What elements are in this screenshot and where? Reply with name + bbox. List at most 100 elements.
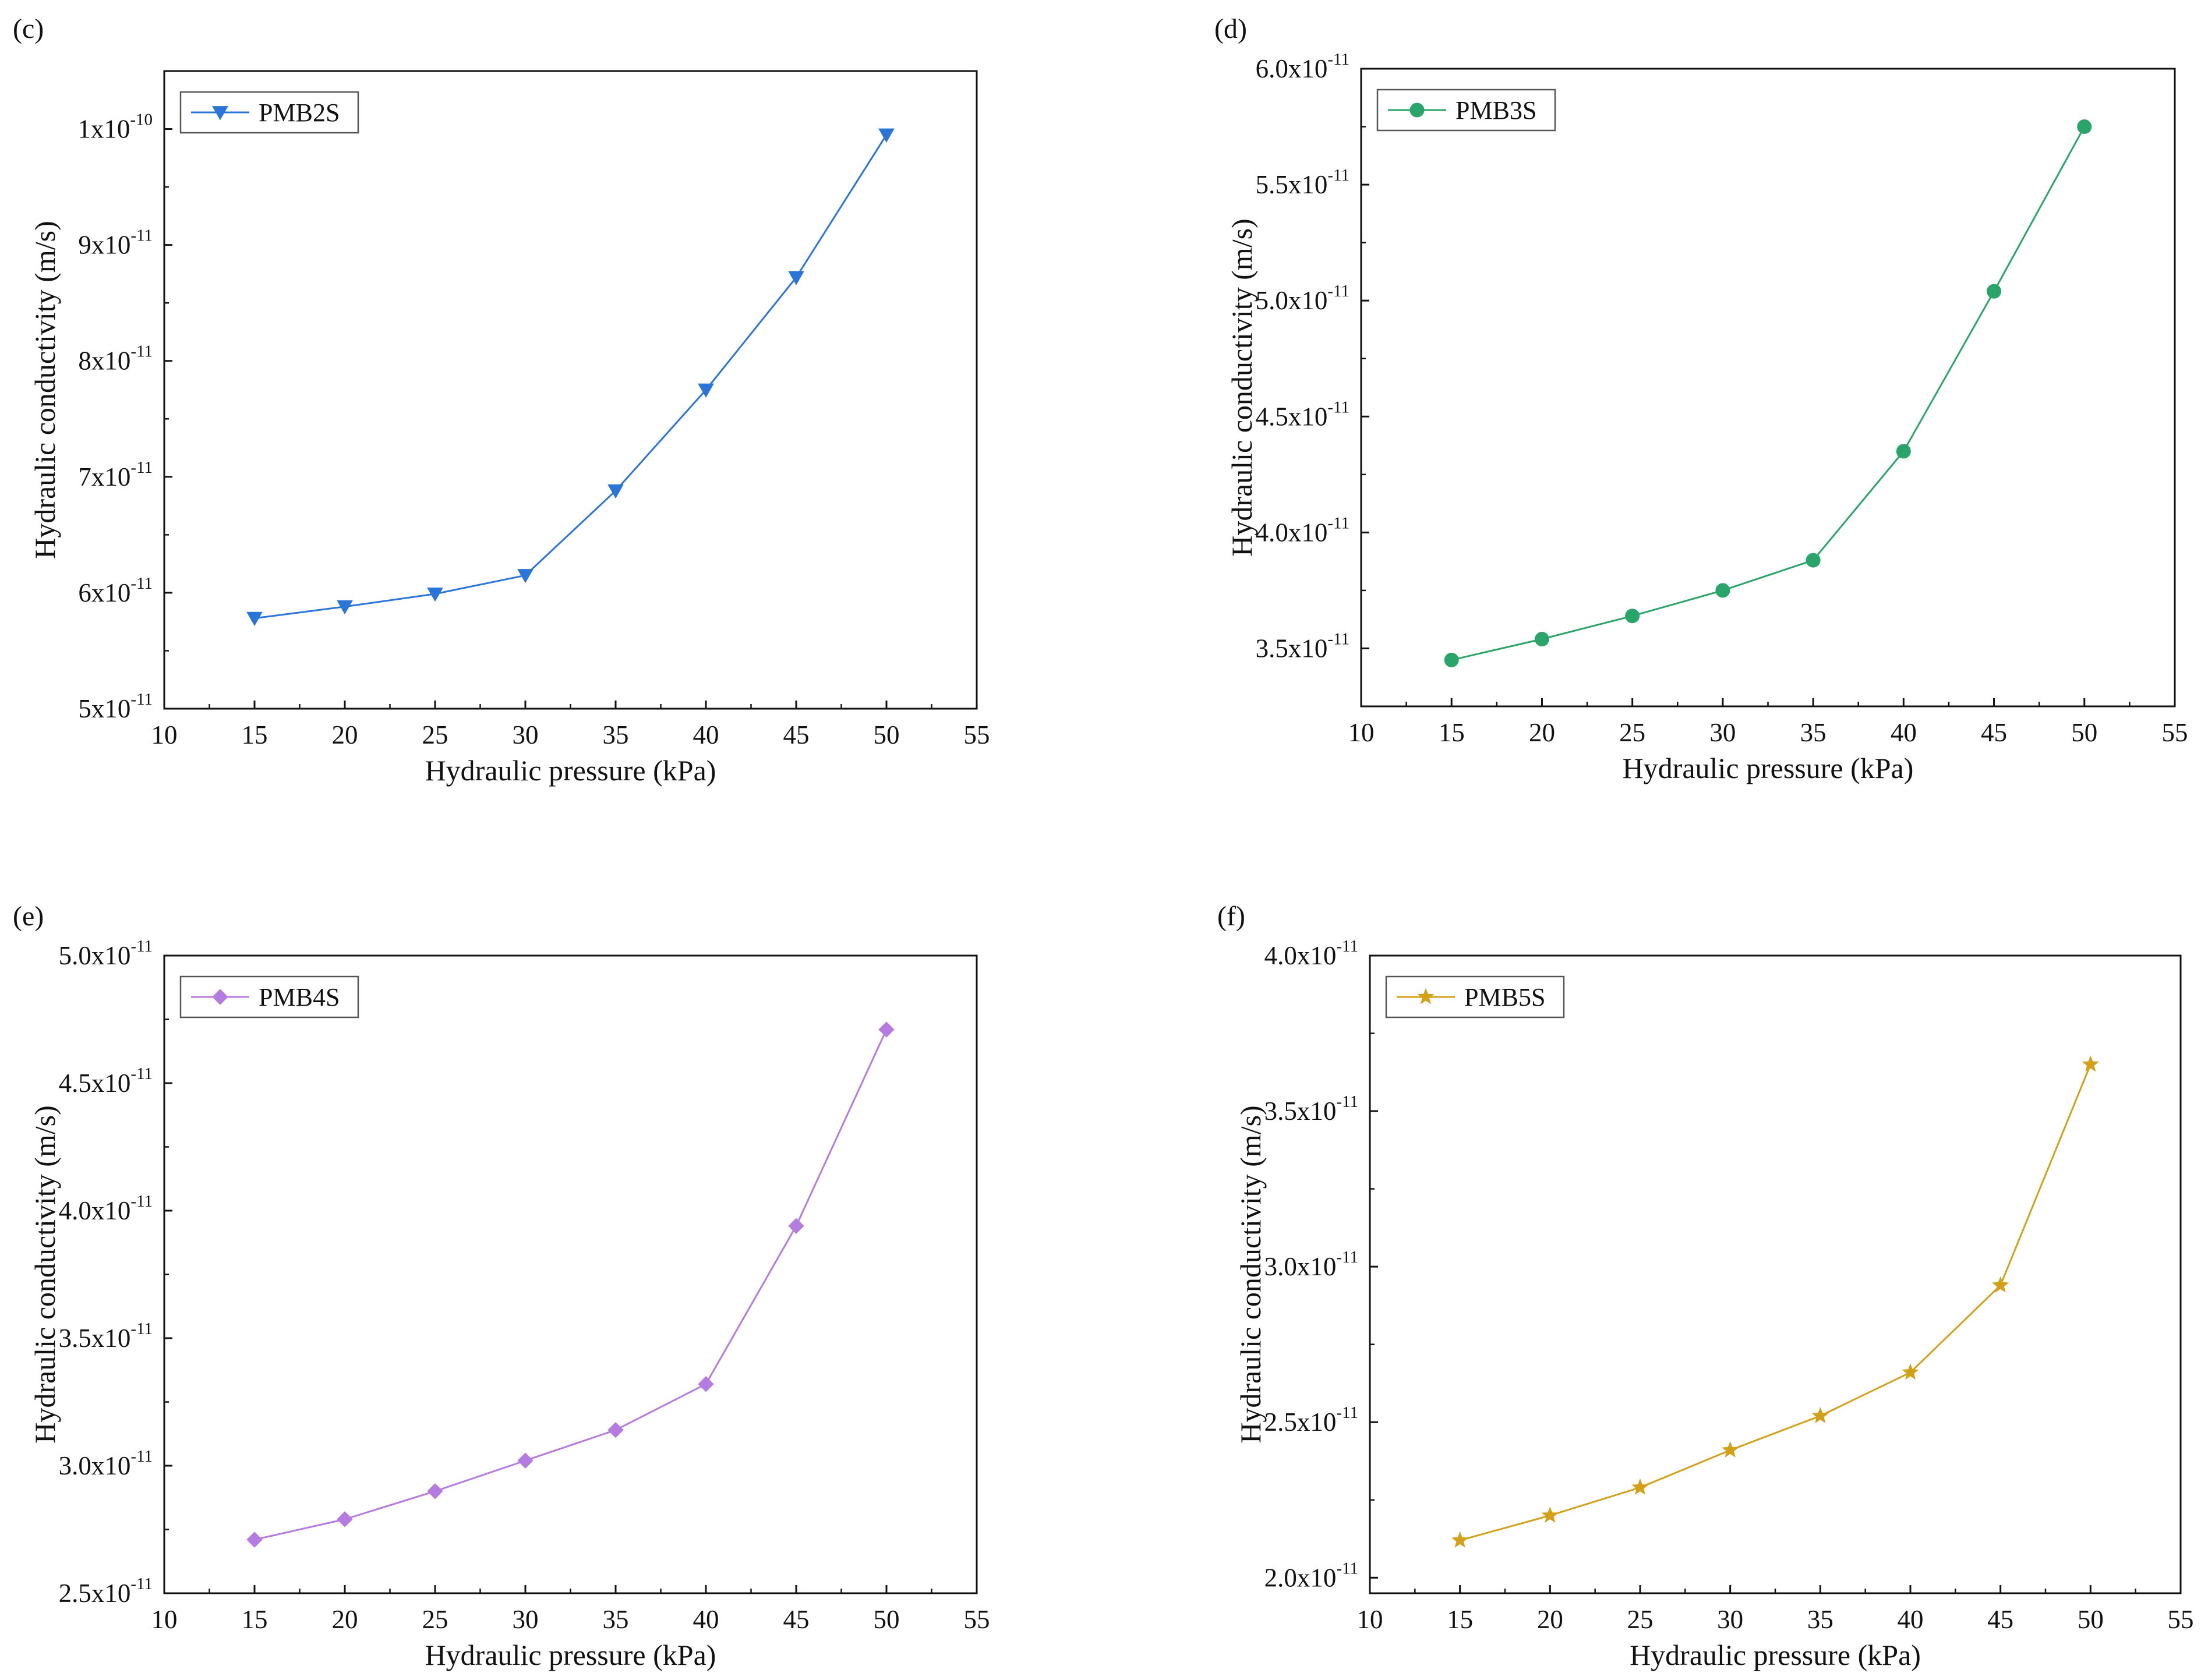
data-point — [1722, 1441, 1739, 1458]
y-tick-exponent: -11 — [1336, 1092, 1358, 1111]
legend: PMB3S — [1376, 89, 1556, 132]
x-tick-label: 25 — [422, 1605, 448, 1634]
legend-label: PMB5S — [1464, 983, 1545, 1011]
x-tick-label: 30 — [513, 720, 539, 749]
data-point — [517, 569, 534, 583]
x-axis-label: Hydraulic pressure (kPa) — [1630, 1639, 1921, 1671]
y-tick-label: 4.0x10-11 — [1264, 937, 1358, 970]
x-axis-label: Hydraulic pressure (kPa) — [425, 1639, 716, 1671]
y-tick-mantissa: 2.5x10 — [59, 1579, 131, 1608]
data-point — [698, 383, 714, 398]
panels: (c)10 15 20 25 30 35 40 45 50 555x10-116x10-117x1… — [13, 13, 2194, 1671]
panel-tag: (f) — [1217, 901, 1245, 932]
x-tick-label: 45 — [1987, 1605, 2013, 1634]
series-line — [1451, 126, 2086, 661]
x-tick-label: 35 — [603, 720, 629, 749]
x-tick-label: 25 — [422, 720, 448, 749]
legend-marker — [1417, 988, 1435, 1005]
data-point — [517, 1452, 534, 1469]
x-tick-label: 50 — [2071, 718, 2097, 747]
legend: PMB5S — [1385, 975, 1565, 1018]
y-tick-mantissa: 1x10 — [77, 115, 130, 144]
data-point — [698, 1376, 714, 1392]
y-axis-label: Hydraulic conductivity (m/s) — [29, 1105, 61, 1443]
y-tick-label: 2.5x10-11 — [1264, 1403, 1358, 1437]
x-tick-label: 15 — [1447, 1605, 1473, 1634]
data-point — [1451, 1531, 1469, 1548]
x-tick-label: 45 — [783, 720, 810, 749]
y-tick-label: 3.0x10-11 — [59, 1447, 153, 1480]
x-axis-label: Hydraulic pressure (kPa) — [425, 754, 716, 787]
y-tick-mantissa: 3.5x10 — [1264, 1097, 1337, 1126]
chart-panel-3: (e)10 15 20 25 30 35 40 45 50 552.5x10-113.0x10-1… — [13, 901, 990, 1671]
y-tick-mantissa: 3.5x10 — [1256, 634, 1328, 663]
chart-panel-4: (f)10 15 20 25 30 35 40 45 50 552.0x10-112.5x10-1… — [1217, 901, 2194, 1671]
y-tick-mantissa: 4.0x10 — [1264, 941, 1337, 970]
y-tick-exponent: -11 — [130, 458, 153, 477]
x-tick-label: 55 — [964, 720, 990, 749]
x-tick-label: 55 — [2168, 1605, 2194, 1634]
y-tick-label: 3.5x10-11 — [1264, 1092, 1358, 1126]
y-tick-exponent: -11 — [130, 1575, 153, 1593]
x-tick-label: 10 — [1348, 718, 1375, 747]
legend-label: PMB4S — [259, 983, 340, 1011]
x-tick-label: 30 — [1709, 718, 1736, 747]
legend-label: PMB2S — [259, 98, 340, 127]
panel-tag: (c) — [13, 13, 44, 44]
data-point — [878, 1021, 895, 1038]
legend-marker — [212, 106, 228, 121]
data-point — [337, 1511, 353, 1527]
x-tick-label: 20 — [332, 720, 358, 749]
data-point — [1806, 553, 1821, 568]
y-tick-exponent: -11 — [130, 227, 153, 245]
data-point — [246, 1532, 263, 1548]
y-tick-mantissa: 3.5x10 — [59, 1324, 131, 1353]
y-tick-mantissa: 6.0x10 — [1256, 54, 1328, 83]
y-tick-label: 9x10-11 — [78, 227, 153, 260]
y-tick-mantissa: 2.0x10 — [1264, 1563, 1337, 1592]
y-tick-mantissa: 3.0x10 — [1264, 1252, 1337, 1281]
x-tick-label: 40 — [1891, 718, 1917, 747]
x-tick-label: 35 — [603, 1605, 629, 1634]
x-tick-label: 35 — [1800, 718, 1826, 747]
y-tick-label: 4.0x10-11 — [59, 1192, 153, 1225]
legend-label: PMB3S — [1455, 96, 1536, 125]
x-tick-label: 20 — [1537, 1605, 1563, 1634]
chart-panel-1: (c)10 15 20 25 30 35 40 45 50 555x10-116x10-117x1… — [13, 13, 990, 787]
y-tick-exponent: -11 — [130, 342, 153, 361]
y-tick-label: 4.5x10-11 — [1256, 398, 1349, 431]
y-tick-mantissa: 4.0x10 — [1256, 518, 1328, 547]
x-tick-label: 50 — [2078, 1605, 2104, 1634]
y-tick-mantissa: 5x10 — [78, 694, 130, 723]
data-point — [427, 588, 443, 602]
y-tick-exponent: -11 — [130, 1447, 153, 1466]
legend: PMB4S — [179, 975, 359, 1018]
data-point — [1534, 632, 1549, 647]
y-axis-label: Hydraulic conductivity (m/s) — [1225, 218, 1258, 556]
x-tick-label: 10 — [1357, 1605, 1383, 1634]
legend-marker — [212, 989, 228, 1005]
y-tick-label: 3.5x10-11 — [59, 1320, 153, 1353]
x-tick-label: 10 — [151, 1605, 178, 1634]
data-point — [246, 611, 263, 627]
y-tick-label: 5.0x10-11 — [1256, 282, 1349, 315]
y-tick-label: 6x10-11 — [78, 574, 153, 607]
x-tick-label: 55 — [964, 1605, 990, 1634]
x-tick-label: 40 — [1898, 1605, 1924, 1634]
y-tick-label: 4.5x10-11 — [59, 1064, 153, 1098]
data-point — [1444, 652, 1459, 667]
panel-tag: (d) — [1214, 13, 1247, 44]
legend-marker — [1409, 102, 1425, 118]
data-point — [1896, 444, 1911, 459]
y-tick-label: 2.0x10-11 — [1264, 1559, 1358, 1592]
y-axis-label: Hydraulic conductivity (m/s) — [29, 221, 61, 558]
y-tick-mantissa: 4.5x10 — [1256, 402, 1328, 431]
x-tick-label: 50 — [874, 720, 900, 749]
y-tick-exponent: -11 — [1327, 629, 1349, 648]
y-tick-label: 3.5x10-11 — [1256, 629, 1349, 663]
y-tick-exponent: -11 — [1327, 282, 1349, 300]
y-tick-exponent: -11 — [130, 937, 153, 956]
chart-panel-2: (d)10 15 20 25 30 35 40 45 50 553.5x10-114.0x10-1… — [1214, 13, 2188, 784]
y-tick-exponent: -11 — [1327, 50, 1349, 69]
